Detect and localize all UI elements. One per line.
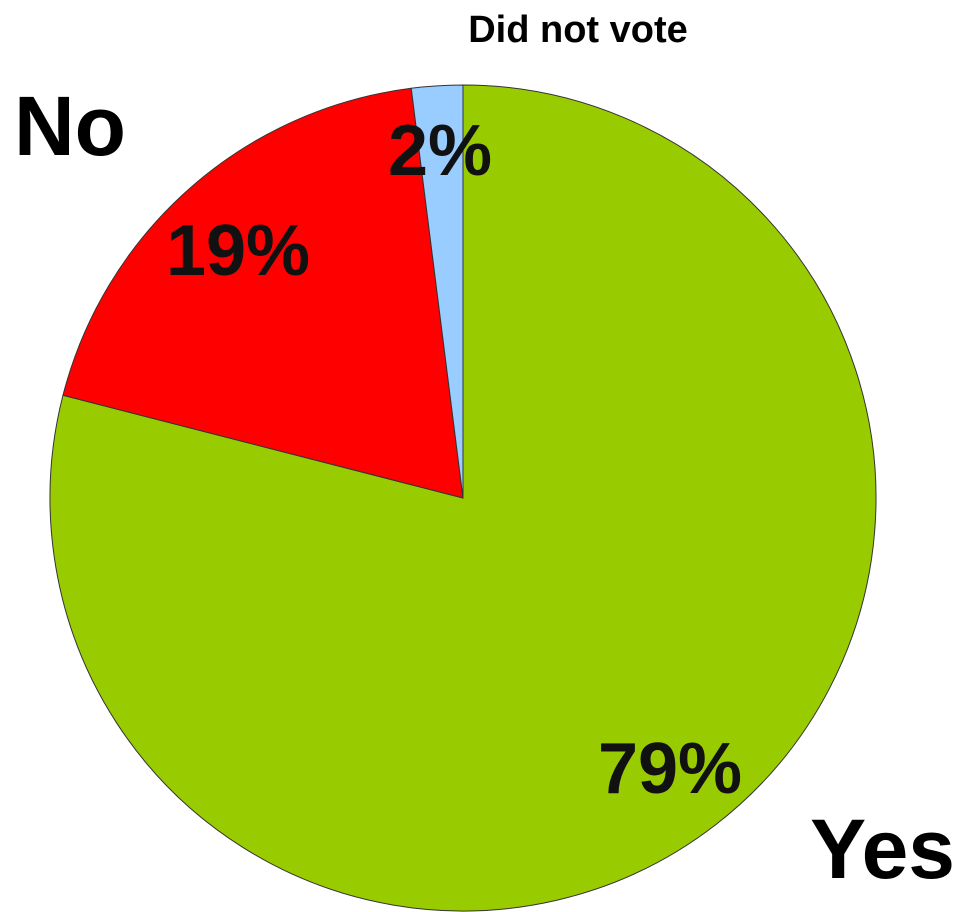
pie-slice-did-not-vote xyxy=(410,84,464,499)
data-label-no: 19% xyxy=(166,211,310,291)
category-label-did-not-vote: Did not vote xyxy=(468,9,688,51)
data-label-yes: 79% xyxy=(598,729,742,809)
category-label-no: No xyxy=(14,79,126,173)
pie-slice-no xyxy=(62,87,464,499)
category-label-yes: Yes xyxy=(810,802,955,896)
data-label-did-not-vote: 2% xyxy=(388,111,492,191)
pie-slices xyxy=(49,84,877,912)
pie-slice-yes xyxy=(49,84,877,912)
